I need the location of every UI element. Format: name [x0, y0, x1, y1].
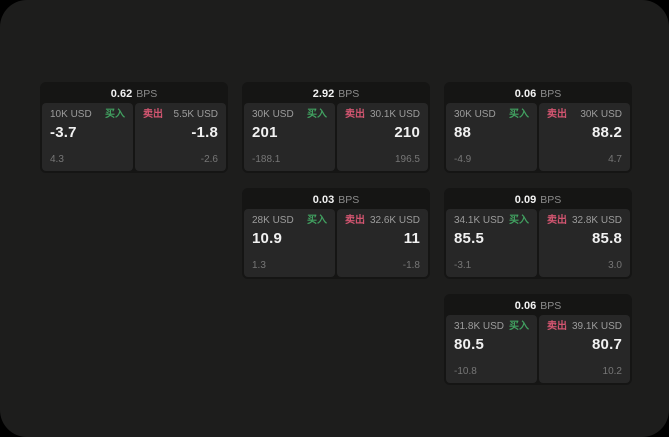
buy-tag: 买入: [509, 321, 529, 332]
sell-delta: -2.6: [200, 154, 218, 165]
buy-panel[interactable]: 10K USD 买入 -3.7 4.3: [42, 103, 133, 171]
buy-delta: 4.3: [50, 154, 64, 165]
buy-panel[interactable]: 30K USD 买入 88 -4.9: [446, 103, 537, 171]
buy-delta: -188.1: [252, 154, 281, 165]
card-header: 0.06 BPS: [446, 84, 630, 103]
buy-amount: 30K USD: [454, 109, 496, 120]
sell-delta: 10.2: [602, 366, 622, 377]
quote-card-grid: 0.62 BPS 10K USD 买入 -3.7 4.3 卖出 5.5K USD: [40, 82, 632, 385]
buy-tag: 买入: [509, 109, 529, 120]
sell-panel[interactable]: 卖出 30.1K USD 210 196.5: [337, 103, 428, 171]
bps-unit-label: BPS: [540, 87, 562, 100]
buy-panel[interactable]: 28K USD 买入 10.9 1.3: [244, 209, 335, 277]
quote-card: 2.92 BPS 30K USD 买入 201 -188.1 卖出 30.1K …: [242, 82, 430, 173]
sell-price: 11: [403, 230, 420, 247]
sell-price: 80.7: [592, 336, 622, 353]
bps-unit-label: BPS: [540, 299, 562, 312]
buy-delta: 1.3: [252, 260, 266, 271]
buy-panel[interactable]: 31.8K USD 买入 80.5 -10.8: [446, 315, 537, 383]
card-header: 2.92 BPS: [244, 84, 428, 103]
sell-price: 85.8: [592, 230, 622, 247]
buy-price: 10.9: [252, 230, 282, 247]
buy-amount: 31.8K USD: [454, 321, 505, 332]
bps-unit-label: BPS: [136, 87, 158, 100]
sell-panel[interactable]: 卖出 32.6K USD 11 -1.8: [337, 209, 428, 277]
buy-amount: 30K USD: [252, 109, 294, 120]
bps-value: 0.06: [514, 87, 537, 100]
sell-panel[interactable]: 卖出 30K USD 88.2 4.7: [539, 103, 630, 171]
sell-delta: 4.7: [608, 154, 622, 165]
sell-tag: 卖出: [345, 215, 365, 226]
quote-card: 0.09 BPS 34.1K USD 买入 85.5 -3.1 卖出 32.8K…: [444, 188, 632, 279]
sell-tag: 卖出: [547, 321, 567, 332]
sell-tag: 卖出: [547, 215, 567, 226]
sell-price: 210: [394, 124, 420, 141]
sell-tag: 卖出: [143, 109, 163, 120]
quote-card: 0.06 BPS 30K USD 买入 88 -4.9 卖出 30K USD: [444, 82, 632, 173]
bps-value: 0.03: [312, 193, 335, 206]
buy-price: 201: [252, 124, 278, 141]
sell-amount: 39.1K USD: [571, 321, 622, 332]
sell-tag: 卖出: [345, 109, 365, 120]
buy-amount: 34.1K USD: [454, 215, 505, 226]
quote-card: 0.62 BPS 10K USD 买入 -3.7 4.3 卖出 5.5K USD: [40, 82, 228, 173]
buy-delta: -3.1: [454, 260, 472, 271]
bps-unit-label: BPS: [338, 193, 360, 206]
sell-price: -1.8: [191, 124, 218, 141]
sell-panel[interactable]: 卖出 32.8K USD 85.8 3.0: [539, 209, 630, 277]
buy-delta: -4.9: [454, 154, 472, 165]
bps-value: 2.92: [312, 87, 335, 100]
quote-card: 0.03 BPS 28K USD 买入 10.9 1.3 卖出 32.6K US…: [242, 188, 430, 279]
bps-value: 0.62: [110, 87, 133, 100]
sell-amount: 30.1K USD: [369, 109, 420, 120]
sell-panel[interactable]: 卖出 5.5K USD -1.8 -2.6: [135, 103, 226, 171]
sell-delta: 3.0: [608, 260, 622, 271]
buy-panel[interactable]: 30K USD 买入 201 -188.1: [244, 103, 335, 171]
sell-amount: 30K USD: [580, 109, 622, 120]
sell-price: 88.2: [592, 124, 622, 141]
sell-tag: 卖出: [547, 109, 567, 120]
card-header: 0.62 BPS: [42, 84, 226, 103]
buy-tag: 买入: [307, 215, 327, 226]
buy-delta: -10.8: [454, 366, 477, 377]
buy-price: 88: [454, 124, 472, 141]
buy-price: -3.7: [50, 124, 77, 141]
buy-tag: 买入: [307, 109, 327, 120]
sell-amount: 32.6K USD: [369, 215, 420, 226]
sell-panel[interactable]: 卖出 39.1K USD 80.7 10.2: [539, 315, 630, 383]
bps-value: 0.09: [514, 193, 537, 206]
buy-price: 80.5: [454, 336, 484, 353]
quote-card: 0.06 BPS 31.8K USD 买入 80.5 -10.8 卖出 39.1…: [444, 294, 632, 385]
buy-amount: 10K USD: [50, 109, 92, 120]
buy-tag: 买入: [105, 109, 125, 120]
buy-panel[interactable]: 34.1K USD 买入 85.5 -3.1: [446, 209, 537, 277]
card-header: 0.03 BPS: [244, 190, 428, 209]
sell-amount: 5.5K USD: [173, 109, 218, 120]
buy-price: 85.5: [454, 230, 484, 247]
sell-delta: 196.5: [394, 154, 420, 165]
bps-value: 0.06: [514, 299, 537, 312]
buy-amount: 28K USD: [252, 215, 294, 226]
sell-delta: -1.8: [402, 260, 420, 271]
sell-amount: 32.8K USD: [571, 215, 622, 226]
bps-unit-label: BPS: [338, 87, 360, 100]
card-header: 0.09 BPS: [446, 190, 630, 209]
buy-tag: 买入: [509, 215, 529, 226]
card-header: 0.06 BPS: [446, 296, 630, 315]
bps-unit-label: BPS: [540, 193, 562, 206]
